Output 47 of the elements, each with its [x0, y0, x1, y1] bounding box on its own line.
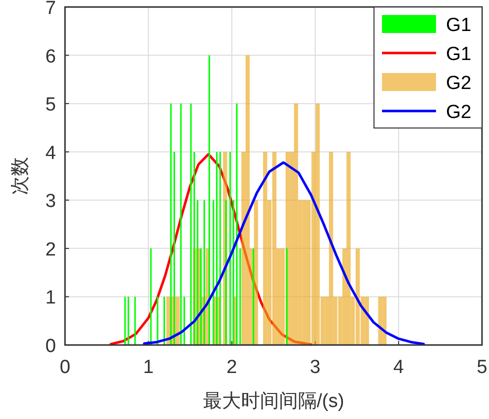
y-tick-label: 1: [45, 288, 56, 309]
bar: [241, 152, 246, 345]
legend-label: G2: [446, 102, 472, 123]
bar: [276, 248, 281, 345]
bar: [316, 104, 320, 345]
y-tick-label: 0: [45, 336, 56, 357]
bar: [298, 200, 302, 345]
x-tick-label: 5: [476, 357, 488, 378]
bar: [280, 248, 285, 345]
bar: [302, 200, 306, 345]
bar: [324, 296, 329, 345]
bar: [311, 152, 316, 345]
bar: [294, 104, 298, 345]
bar: [176, 296, 180, 345]
line-series: [142, 161, 425, 346]
x-tick-label: 4: [393, 357, 404, 378]
y-axis-title: 次数: [10, 157, 31, 195]
y-tick-label: 4: [45, 142, 56, 164]
bar: [356, 248, 360, 345]
bar: [360, 296, 365, 345]
x-tick-label: 3: [310, 357, 320, 378]
bar: [378, 296, 382, 345]
bar: [267, 200, 272, 345]
x-axis-title: 最大时间间隔/(s): [202, 391, 344, 412]
legend-label: G1: [446, 15, 472, 36]
bar: [272, 152, 276, 345]
x-tick-label: 2: [226, 357, 238, 378]
y-tick-label: 5: [45, 94, 56, 116]
y-tick-label: 3: [45, 191, 56, 212]
x-tick-label: 0: [60, 357, 70, 378]
bar: [246, 55, 250, 345]
bar: [306, 200, 311, 345]
bar: [333, 296, 338, 345]
x-tick-label: 1: [143, 357, 154, 378]
bar: [263, 152, 268, 345]
bar: [338, 296, 342, 345]
bar: [320, 296, 325, 345]
bar: [290, 152, 294, 345]
y-tick-label: 2: [45, 239, 56, 260]
legend-label: G1: [446, 44, 472, 65]
y-tick-label: 7: [45, 0, 56, 19]
y-tick-label: 6: [45, 46, 56, 68]
legend-label: G2: [446, 73, 472, 94]
bar: [254, 200, 258, 345]
bar: [350, 296, 355, 345]
bar: [346, 152, 351, 345]
bar: [328, 152, 334, 345]
